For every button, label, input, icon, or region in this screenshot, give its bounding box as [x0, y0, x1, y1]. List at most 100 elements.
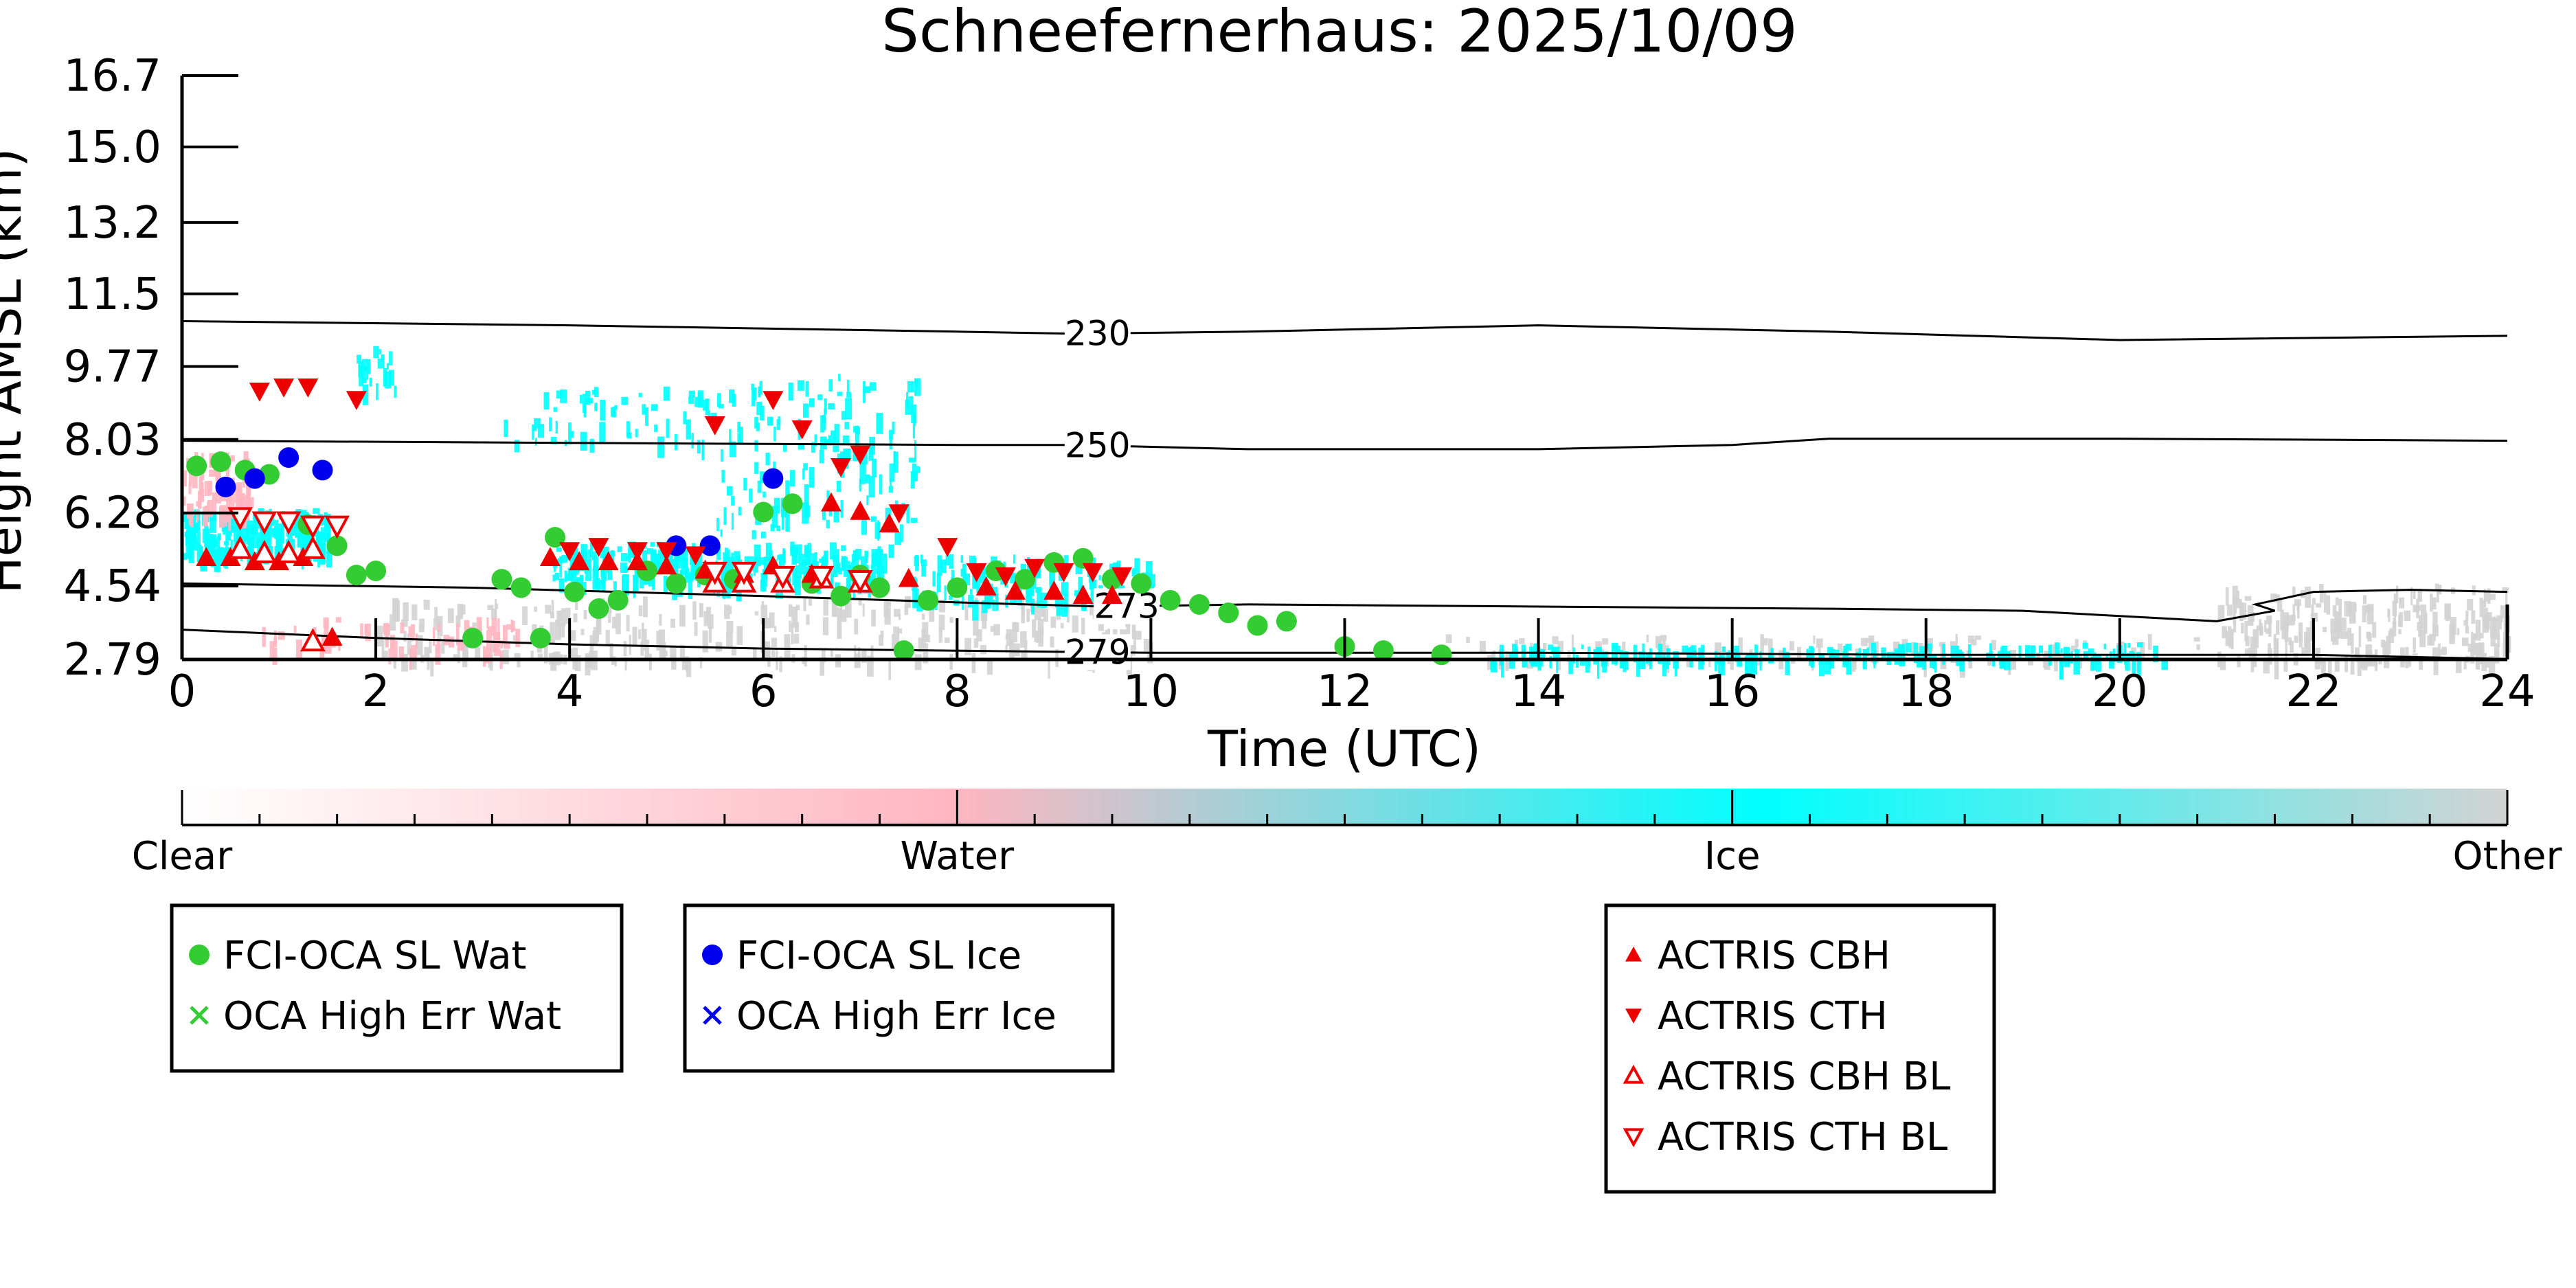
- background-pixel: [784, 647, 791, 662]
- background-pixel: [1636, 658, 1640, 677]
- background-pixel: [338, 642, 341, 651]
- background-pixel: [2413, 637, 2416, 653]
- background-pixel: [579, 394, 583, 404]
- background-pixel: [2433, 634, 2436, 642]
- background-pixel: [1967, 644, 1971, 662]
- background-pixel: [2225, 587, 2229, 606]
- background-pixel: [2489, 618, 2497, 638]
- background-pixel: [433, 618, 439, 631]
- background-pixel: [235, 501, 242, 509]
- background-pixel: [2449, 624, 2455, 644]
- background-pixel: [238, 483, 241, 493]
- background-pixel: [1571, 634, 1574, 655]
- background-pixel: [315, 531, 321, 550]
- background-pixel: [2049, 644, 2057, 660]
- background-pixel: [1756, 658, 1763, 666]
- background-pixel: [809, 398, 815, 407]
- background-pixel: [457, 641, 464, 651]
- background-pixel: [870, 645, 874, 664]
- background-pixel: [686, 658, 688, 672]
- background-pixel: [771, 637, 778, 647]
- background-pixel: [2347, 628, 2352, 646]
- background-pixel: [803, 596, 806, 611]
- marker-actris-cth: [685, 546, 706, 566]
- isotherm-273: [181, 582, 2508, 622]
- background-pixel: [385, 371, 392, 389]
- background-pixel: [1686, 654, 1691, 660]
- background-pixel: [588, 550, 591, 569]
- marker-actris-cth: [656, 542, 677, 562]
- background-pixel: [642, 550, 648, 567]
- legend-frame: [1604, 903, 1996, 1194]
- background-pixel: [696, 552, 703, 575]
- background-pixel: [500, 640, 503, 648]
- background-pixel: [2502, 643, 2508, 657]
- background-pixel: [1060, 622, 1064, 629]
- background-pixel: [2060, 648, 2063, 653]
- background-pixel: [383, 622, 389, 633]
- background-pixel: [2323, 626, 2327, 633]
- background-pixel: [941, 562, 947, 574]
- background-pixel: [2140, 642, 2145, 661]
- marker-fci-oca-sl-wat: [210, 451, 231, 473]
- background-pixel: [2301, 647, 2305, 656]
- background-pixel: [721, 562, 725, 584]
- background-pixel: [716, 393, 721, 407]
- background-pixel: [791, 550, 798, 565]
- y-tick-label: 6.28: [64, 488, 162, 539]
- marker-fci-oca-sl-wat: [782, 493, 803, 515]
- background-pixel: [840, 500, 844, 518]
- background-pixel: [2365, 644, 2372, 655]
- background-pixel: [407, 633, 411, 655]
- background-pixel: [716, 517, 719, 532]
- background-pixel: [2286, 615, 2294, 626]
- background-pixel: [686, 657, 692, 677]
- background-pixel: [558, 578, 564, 593]
- background-pixel: [2418, 615, 2422, 623]
- background-pixel: [824, 408, 826, 431]
- background-pixel: [874, 522, 881, 539]
- x-tick-label: 24: [2479, 666, 2535, 717]
- background-pixel: [1919, 646, 1925, 667]
- background-pixel: [1020, 563, 1026, 574]
- background-pixel: [793, 578, 797, 591]
- background-pixel: [888, 486, 894, 493]
- background-pixel: [2095, 654, 2101, 672]
- background-pixel: [182, 513, 187, 522]
- background-pixel: [817, 394, 823, 400]
- background-pixel: [679, 644, 685, 659]
- background-pixel: [2372, 622, 2377, 638]
- background-pixel: [252, 526, 258, 548]
- marker-actris-cth: [888, 504, 909, 524]
- background-pixel: [802, 468, 805, 480]
- background-pixel: [230, 455, 235, 462]
- marker-actris-cbh: [898, 567, 919, 587]
- background-pixel: [638, 629, 641, 640]
- background-pixel: [511, 626, 516, 631]
- background-pixel: [205, 538, 212, 554]
- background-pixel: [530, 651, 534, 662]
- background-pixel: [684, 567, 690, 583]
- marker-fci-oca-sl-wat: [607, 589, 629, 611]
- background-pixel: [838, 374, 841, 381]
- background-pixel: [646, 548, 653, 554]
- background-pixel: [920, 559, 927, 567]
- background-pixel: [2292, 586, 2296, 598]
- marker-actris-cbh: [321, 626, 343, 646]
- background-pixel: [1939, 642, 1943, 647]
- background-pixel: [265, 536, 271, 552]
- marker-fci-oca-sl-wat: [1015, 569, 1036, 590]
- background-pixel: [362, 378, 367, 383]
- background-pixel: [398, 646, 405, 659]
- marker-fci-oca-sl-wat: [947, 577, 968, 598]
- background-pixel: [1445, 634, 1452, 644]
- background-pixel: [645, 407, 649, 427]
- background-pixel: [430, 659, 434, 677]
- marker-actris-cth: [588, 538, 609, 557]
- background-pixel: [2320, 659, 2326, 677]
- marker-actris-cbh: [569, 551, 590, 571]
- background-pixel: [2305, 586, 2312, 608]
- background-pixel: [779, 554, 785, 566]
- background-pixel: [2259, 623, 2263, 636]
